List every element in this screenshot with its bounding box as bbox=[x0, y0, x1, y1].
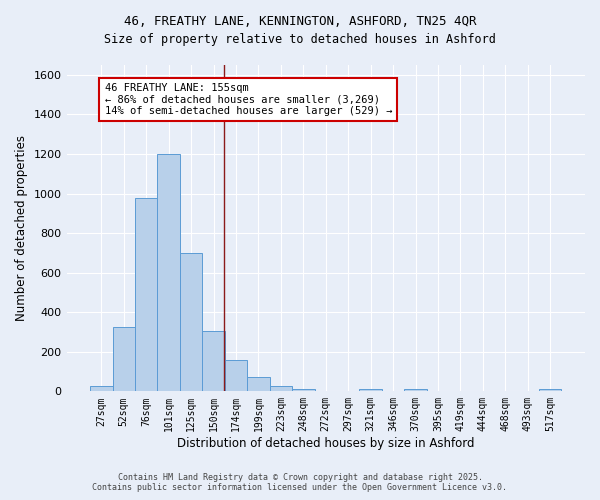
X-axis label: Distribution of detached houses by size in Ashford: Distribution of detached houses by size … bbox=[177, 437, 475, 450]
Text: Size of property relative to detached houses in Ashford: Size of property relative to detached ho… bbox=[104, 32, 496, 46]
Text: 46, FREATHY LANE, KENNINGTON, ASHFORD, TN25 4QR: 46, FREATHY LANE, KENNINGTON, ASHFORD, T… bbox=[124, 15, 476, 28]
Bar bbox=[247, 377, 269, 392]
Bar bbox=[404, 389, 427, 392]
Bar bbox=[113, 327, 135, 392]
Bar bbox=[90, 386, 113, 392]
Bar bbox=[157, 154, 180, 392]
Text: 46 FREATHY LANE: 155sqm
← 86% of detached houses are smaller (3,269)
14% of semi: 46 FREATHY LANE: 155sqm ← 86% of detache… bbox=[104, 83, 392, 116]
Bar bbox=[269, 386, 292, 392]
Bar bbox=[292, 388, 314, 392]
Y-axis label: Number of detached properties: Number of detached properties bbox=[15, 135, 28, 321]
Bar bbox=[180, 253, 202, 392]
Bar bbox=[225, 360, 247, 392]
Bar bbox=[202, 331, 225, 392]
Text: Contains HM Land Registry data © Crown copyright and database right 2025.
Contai: Contains HM Land Registry data © Crown c… bbox=[92, 473, 508, 492]
Bar bbox=[539, 390, 562, 392]
Bar bbox=[359, 390, 382, 392]
Bar bbox=[135, 198, 157, 392]
